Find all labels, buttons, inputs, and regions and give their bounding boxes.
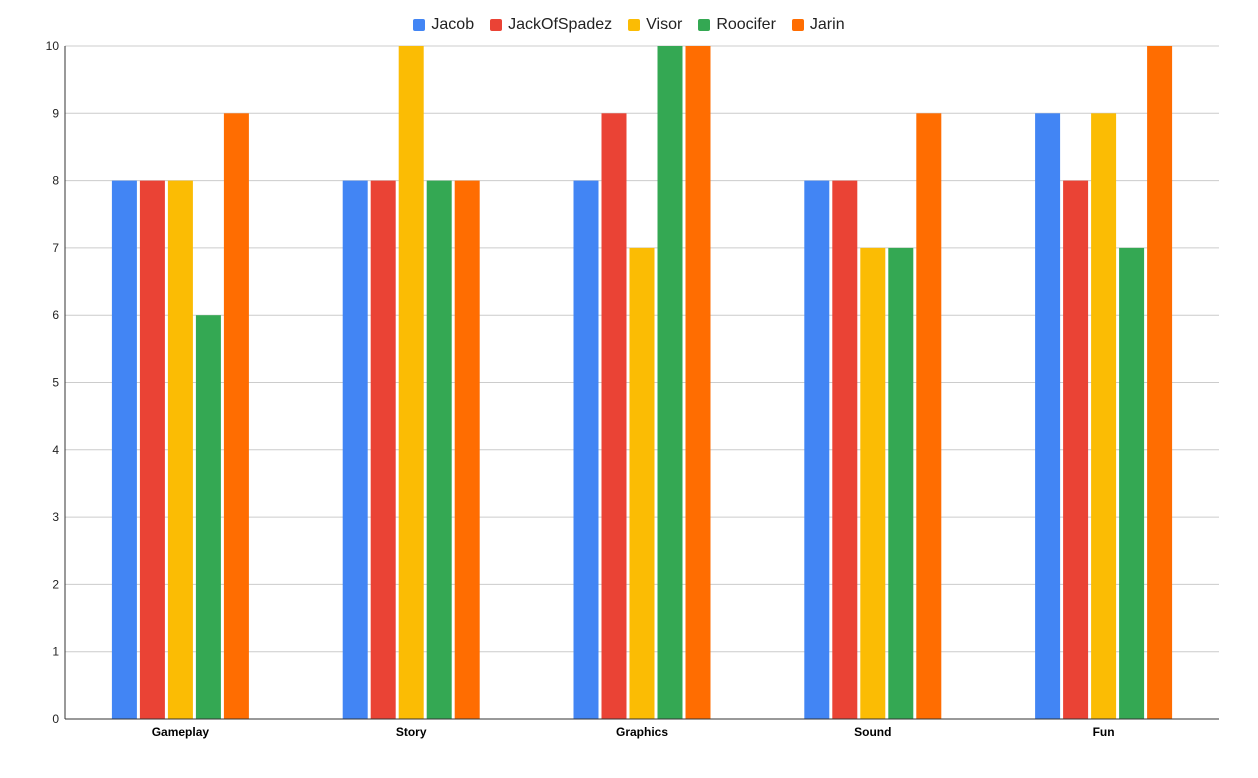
bar-jackofspadez-story [370,180,396,720]
bar-visor-gameplay [167,180,193,720]
bar-roocifer-story [426,180,452,720]
y-tick-label: 6 [52,308,59,322]
x-tick-label: Fun [1093,725,1115,739]
legend-item-jackofspadez: JackOfSpadez [490,16,612,34]
bar-visor-graphics [629,247,655,719]
bar-jacob-sound [804,180,830,720]
bar-jackofspadez-gameplay [139,180,165,720]
bar-jacob-fun [1035,113,1061,720]
bar-jarin-graphics [685,46,711,719]
legend-item-jacob: Jacob [413,16,474,34]
y-tick-label: 7 [52,241,59,255]
bar-visor-sound [860,247,886,719]
legend-swatch [413,19,426,31]
y-tick-label: 2 [52,577,59,591]
legend-label: Visor [646,16,683,33]
bar-jacob-story [342,180,368,720]
bar-visor-fun [1091,113,1117,720]
legend-label: Roocifer [716,16,776,33]
x-tick-label: Story [396,725,427,739]
legend-swatch [490,19,503,31]
bar-jarin-fun [1147,46,1173,719]
y-tick-label: 4 [52,443,59,457]
bar-jacob-gameplay [111,180,137,720]
legend-item-visor: Visor [628,16,682,34]
y-tick-label: 9 [52,106,59,120]
bar-jackofspadez-graphics [601,113,627,720]
bar-jackofspadez-sound [832,180,858,720]
y-tick-label: 10 [46,39,60,53]
x-tick-label: Graphics [616,725,668,739]
bar-roocifer-fun [1119,247,1145,719]
y-tick-label: 1 [52,645,59,659]
y-tick-label: 0 [52,712,59,726]
bar-visor-story [398,46,424,719]
legend-swatch [698,19,711,31]
y-tick-label: 3 [52,510,59,524]
y-tick-label: 5 [52,376,59,390]
bar-jarin-sound [916,113,942,720]
legend: Jacob JackOfSpadez Visor Roocifer Jarin [0,16,1258,34]
bar-jackofspadez-fun [1063,180,1089,720]
bar-jarin-gameplay [223,113,249,720]
legend-swatch [628,19,641,31]
bar-roocifer-gameplay [195,315,221,719]
bar-jacob-graphics [573,180,599,720]
bar-jarin-story [454,180,480,720]
legend-item-jarin: Jarin [791,16,845,34]
legend-label: Jacob [431,16,475,33]
bar-roocifer-sound [888,247,914,719]
x-tick-label: Gameplay [152,725,210,739]
legend-label: Jarin [809,16,845,33]
y-tick-label: 8 [52,174,59,188]
x-tick-label: Sound [854,725,891,739]
bar-roocifer-graphics [657,46,683,719]
legend-item-roocifer: Roocifer [698,16,776,34]
legend-swatch [791,19,804,31]
legend-label: JackOfSpadez [508,16,613,33]
